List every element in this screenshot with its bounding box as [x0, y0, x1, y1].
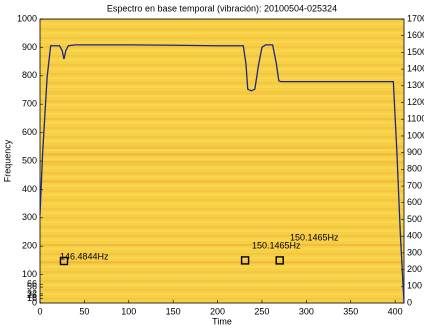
y2-tick-label: 700: [407, 180, 422, 190]
y-tick-label: 600: [22, 127, 37, 137]
peak-marker: [240, 256, 250, 265]
x-tick-label: 150: [166, 306, 181, 316]
y-tick-label: 0: [32, 297, 37, 307]
y-tick-label: 400: [22, 184, 37, 194]
y2-tick-label: 100: [407, 281, 422, 291]
x-tick-label: 300: [299, 306, 314, 316]
y2-tick-label: 500: [407, 214, 422, 224]
y2-tick-label: 800: [407, 164, 422, 174]
y-tick-label: 1000: [17, 13, 37, 23]
x-tick-label: 250: [254, 306, 269, 316]
y-tick-label: 300: [22, 212, 37, 222]
y-tick-label: 26: [27, 290, 37, 300]
y-axis-label: Frequency: [2, 139, 12, 182]
y-tick-label: 200: [22, 241, 37, 251]
y-tick-label: 800: [22, 70, 37, 80]
y2-tick-label: 1300: [407, 80, 424, 90]
y2-tick-label: 0: [407, 297, 412, 307]
y-tick-label: 56: [27, 281, 37, 291]
y2-tick-label: 900: [407, 147, 422, 157]
y2-tick-label: 1000: [407, 130, 424, 140]
y-tick-label: 32: [27, 288, 37, 298]
x-tick-label: 400: [388, 306, 403, 316]
y2-tick-label: 1400: [407, 63, 424, 73]
y2-tick-label: 1100: [407, 114, 424, 124]
annotation: 146.4844Hz: [60, 251, 109, 261]
y-tick-label: 500: [22, 155, 37, 165]
x-axis-label: Time: [212, 316, 232, 326]
y2-tick-label: 1700: [407, 13, 424, 23]
y2-tick-label: 600: [407, 197, 422, 207]
y-tick-label: 100: [22, 269, 37, 279]
peak-marker: [59, 256, 69, 266]
y2-tick-label: 1500: [407, 47, 424, 57]
y2-tick-label: 200: [407, 264, 422, 274]
y-tick-label: 900: [22, 42, 37, 52]
peak-marker: [275, 256, 284, 265]
y2-tick-label: 400: [407, 231, 422, 241]
y2-tick-label: 300: [407, 247, 422, 257]
spectrogram: [40, 19, 404, 303]
x-tick-label: 50: [79, 306, 89, 316]
x-tick-label: 0: [37, 306, 42, 316]
y-tick-label: 66: [27, 279, 37, 289]
x-tick-label: 350: [343, 306, 358, 316]
x-tick-label: 200: [210, 306, 225, 316]
series-line: [39, 44, 405, 304]
annotation: 150.1465Hz: [290, 232, 339, 242]
y2-tick-label: 1600: [407, 30, 424, 40]
y2-tick-label: 1200: [407, 97, 424, 107]
y-tick-label: 700: [22, 99, 37, 109]
spectral-lines: [40, 93, 404, 263]
y-tick-label: 16: [27, 293, 37, 303]
x-tick-label: 100: [121, 306, 136, 316]
chart-title: Espectro en base temporal (vibración): 2…: [107, 3, 337, 13]
annotation: 150.1465Hz: [252, 240, 301, 250]
